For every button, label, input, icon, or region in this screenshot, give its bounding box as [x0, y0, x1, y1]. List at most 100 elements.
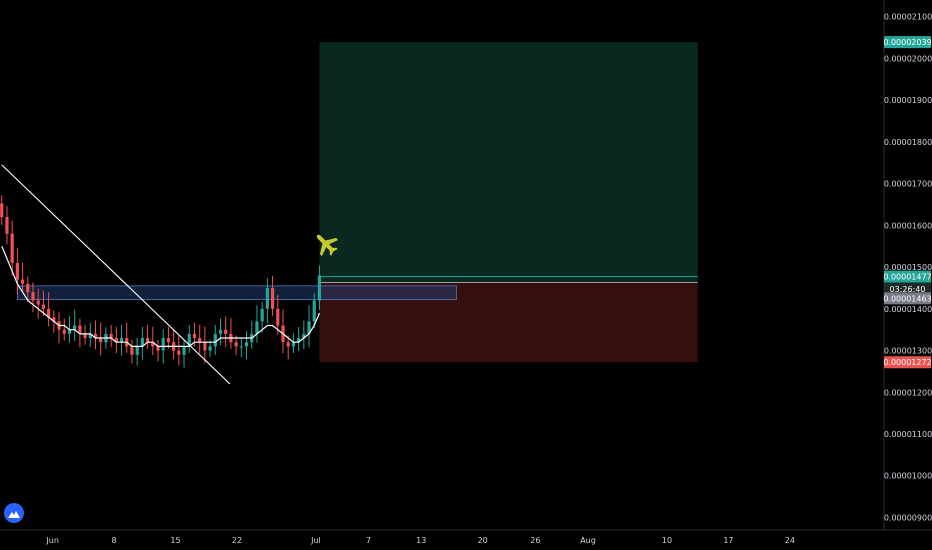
price-tick-label: 0.00002100: [884, 13, 932, 22]
price-tick-label: 0.00001000: [884, 472, 932, 481]
candle-body: [78, 325, 82, 334]
time-tick-label: 17: [723, 536, 733, 545]
price-tick-label: 0.00001100: [884, 430, 932, 439]
candle-body: [276, 308, 280, 326]
airplane-annotation[interactable]: [309, 227, 342, 260]
candle-body: [114, 338, 118, 343]
candle-body: [119, 338, 124, 343]
price-badge-label: 0.00001463: [883, 294, 931, 303]
time-tick-label: 7: [366, 536, 371, 545]
candle-body: [265, 287, 269, 309]
candle-body: [10, 233, 14, 263]
time-tick-label: 22: [232, 536, 242, 545]
time-tick-label: 10: [662, 536, 672, 545]
price-badge-bg: [884, 270, 931, 283]
candle-body: [213, 333, 217, 347]
price-badge: 0.00001477: [883, 270, 932, 283]
candle-body: [156, 346, 160, 351]
candle-body: [26, 283, 30, 293]
price-tick-label: 0.00001900: [884, 96, 932, 105]
price-axis[interactable]: 0.00002100 0.00002000 0.00001900 0.00001800…: [884, 13, 932, 523]
candle-body: [140, 338, 144, 347]
candle-body: [5, 217, 9, 234]
candle-body: [93, 333, 98, 339]
candle-body: [166, 338, 171, 343]
tradingview-logo-icon[interactable]: [4, 503, 24, 523]
candle-body: [307, 321, 311, 334]
time-tick-label: 13: [416, 536, 426, 545]
candle-body: [130, 346, 134, 355]
price-badge-bg: [884, 356, 931, 369]
time-tick-label: 8: [112, 536, 117, 545]
candle-body: [208, 346, 212, 351]
time-tick-label: Jun: [45, 536, 59, 545]
moving-average-path: [1, 245, 321, 347]
candle-body: [15, 262, 19, 280]
price-tick-label: 0.00000900: [884, 513, 932, 522]
price-tick-label: 0.00001400: [884, 305, 932, 314]
price-tick-label: 0.00001800: [884, 138, 932, 147]
candle-body: [270, 287, 275, 309]
candle-body: [52, 317, 56, 322]
candle-body: [317, 275, 322, 301]
candle-body: [67, 329, 72, 334]
price-badge-bg: [884, 36, 931, 49]
price-tick-label: 0.00001700: [884, 180, 932, 189]
price-badge-label: 0.00001477: [883, 273, 931, 282]
candle-body: [286, 342, 290, 347]
candle-body: [260, 308, 264, 322]
price-tick-label: 0.00001200: [884, 388, 932, 397]
price-badge-bg: [884, 292, 931, 305]
candle-body: [297, 338, 301, 343]
airplane-icon: [316, 234, 339, 257]
candle-body: [161, 338, 165, 351]
trendline-line: [1, 164, 231, 385]
candle-body: [151, 342, 155, 347]
long-position-tool[interactable]: [319, 42, 698, 363]
candle-body: [302, 333, 306, 339]
support-zone-rect: [17, 285, 457, 301]
candle-body: [135, 346, 139, 355]
candle-body: [198, 338, 202, 343]
candle-body: [145, 338, 150, 343]
candle-body: [224, 329, 228, 334]
time-tick-label: Jul: [310, 536, 321, 545]
candle-body: [187, 333, 191, 347]
candle-body: [0, 203, 4, 218]
price-tick-label: 0.00001300: [884, 347, 932, 356]
time-tick-label: Aug: [580, 536, 596, 545]
candle-body: [255, 321, 259, 334]
candle-body: [244, 342, 249, 347]
price-badge: 0.00001272: [883, 356, 932, 369]
candle-body: [182, 346, 186, 355]
price-tick-label: 0.00001600: [884, 221, 932, 230]
candle-body: [312, 300, 316, 322]
price-badge: 0.00001463: [883, 292, 932, 305]
price-badges: 0.00002039 0.00001477 03:26:400.00001463 0.…: [883, 36, 932, 369]
candle-body: [41, 304, 46, 309]
trendline[interactable]: [1, 164, 231, 385]
price-badge-label: 0.00001272: [883, 358, 931, 367]
profit-zone: [319, 42, 698, 283]
candle-body: [192, 333, 197, 339]
time-axis[interactable]: Jun 8 15 22 Jul 7 13 20 26 Aug 10 17 24: [45, 536, 795, 545]
candle-body: [83, 333, 87, 339]
price-tick-label: 0.00001500: [884, 263, 932, 272]
time-tick-label: 20: [478, 536, 488, 545]
candle-body: [234, 342, 238, 347]
candle-body: [62, 329, 66, 334]
candle-body: [239, 346, 243, 348]
candle-body: [291, 342, 296, 347]
support-zone[interactable]: [17, 285, 457, 301]
price-badge: 0.00002039: [883, 36, 932, 49]
price-badge: 03:26:40: [884, 282, 931, 295]
time-tick-label: 15: [170, 536, 180, 545]
candle-body: [88, 333, 92, 339]
candle-body: [20, 279, 25, 284]
candle-body: [36, 300, 40, 305]
candle-body: [47, 308, 51, 318]
price-badge-label: 0.00002039: [883, 38, 931, 47]
candle-body: [99, 338, 103, 343]
time-tick-label: 24: [785, 536, 795, 545]
